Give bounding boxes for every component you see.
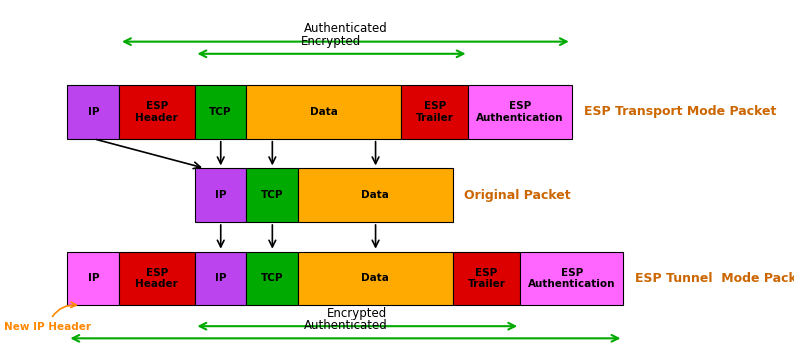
Text: Data: Data [361,190,389,200]
Text: IP: IP [87,107,99,117]
FancyBboxPatch shape [67,85,119,139]
FancyBboxPatch shape [468,85,572,139]
FancyBboxPatch shape [67,252,119,305]
Text: Encrypted: Encrypted [327,307,387,320]
FancyBboxPatch shape [195,168,246,222]
FancyBboxPatch shape [195,85,246,139]
FancyBboxPatch shape [520,252,623,305]
Text: IP: IP [214,273,226,283]
FancyBboxPatch shape [119,85,195,139]
FancyBboxPatch shape [401,85,468,139]
Text: ESP
Trailer: ESP Trailer [416,101,453,123]
Text: New IP Header: New IP Header [4,302,91,332]
FancyBboxPatch shape [119,252,195,305]
FancyBboxPatch shape [298,168,453,222]
Text: TCP: TCP [260,273,283,283]
FancyBboxPatch shape [246,252,298,305]
Text: ESP Tunnel  Mode Packet: ESP Tunnel Mode Packet [635,272,794,285]
FancyBboxPatch shape [298,252,453,305]
Text: Authenticated: Authenticated [303,319,387,332]
Text: ESP
Authentication: ESP Authentication [476,101,564,123]
Text: Original Packet: Original Packet [464,189,571,202]
Text: ESP
Header: ESP Header [136,268,178,289]
Text: TCP: TCP [209,107,232,117]
Text: IP: IP [87,273,99,283]
Text: ESP
Authentication: ESP Authentication [528,268,615,289]
FancyBboxPatch shape [246,85,401,139]
Text: TCP: TCP [260,190,283,200]
Text: Encrypted: Encrypted [302,35,361,48]
Text: ESP
Trailer: ESP Trailer [468,268,505,289]
Text: Data: Data [361,273,389,283]
Text: IP: IP [214,190,226,200]
Text: Data: Data [310,107,337,117]
Text: Authenticated: Authenticated [303,23,387,35]
Text: ESP
Header: ESP Header [136,101,178,123]
FancyBboxPatch shape [246,168,298,222]
FancyBboxPatch shape [195,252,246,305]
FancyBboxPatch shape [453,252,520,305]
Text: ESP Transport Mode Packet: ESP Transport Mode Packet [584,105,776,118]
